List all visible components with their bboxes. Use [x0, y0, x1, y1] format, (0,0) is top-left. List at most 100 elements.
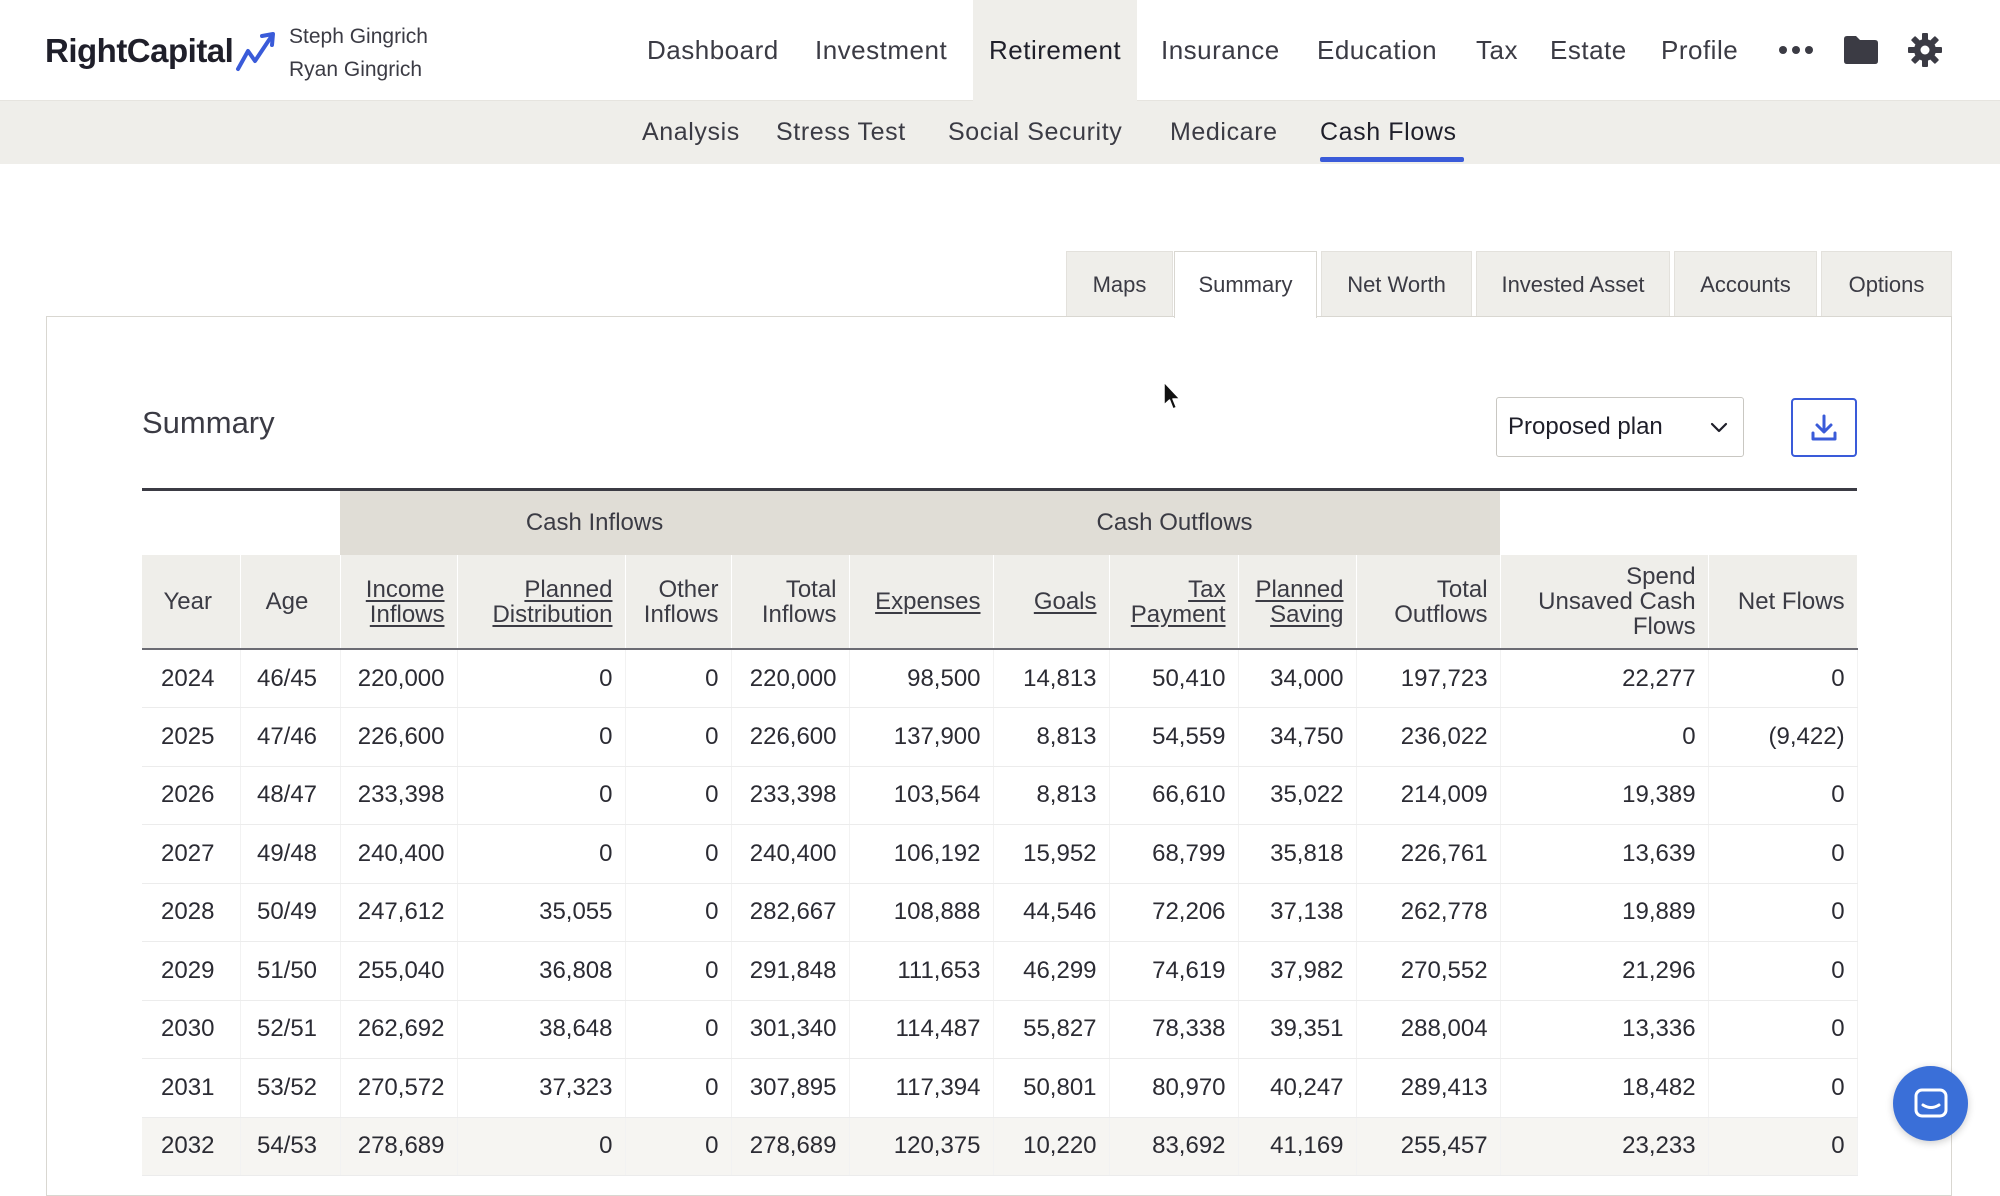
cell-expenses: 114,487	[849, 1000, 994, 1059]
chat-launcher-button[interactable]	[1893, 1066, 1968, 1141]
cell-expenses: 137,900	[849, 707, 994, 767]
tab-summary[interactable]: Summary	[1174, 251, 1317, 318]
nav-retirement[interactable]: Retirement	[973, 0, 1138, 101]
cell-total-outflows: 255,457	[1356, 1117, 1501, 1176]
nav-profile[interactable]: Profile	[1661, 35, 1739, 65]
cell-tax-payment: 68,799	[1109, 824, 1239, 884]
table-body: 2024 46/45 220,000 0 0 220,000 98,500 14,813 50,…	[142, 649, 1858, 1176]
cell-goals: 14,813	[993, 649, 1110, 708]
download-button[interactable]	[1791, 398, 1857, 457]
plan-select[interactable]: Proposed plan	[1496, 397, 1744, 457]
cell-spend-unsaved: 0	[1500, 707, 1709, 767]
cell-other-inflows: 0	[625, 941, 732, 1001]
cell-planned-saving: 35,022	[1238, 766, 1357, 825]
group-spacer	[142, 491, 340, 555]
col-other-inflows-line2: Inflows	[643, 600, 719, 628]
sub-nav: Analysis Stress Test Social Security Med…	[0, 101, 2000, 164]
tab-invested-asset[interactable]: Invested Asset	[1476, 251, 1670, 317]
cell-net-flows: 0	[1708, 766, 1858, 825]
cell-goals: 46,299	[993, 941, 1110, 1001]
cell-year: 2025	[142, 707, 241, 767]
col-net-flows[interactable]: Net Flows	[1708, 555, 1858, 650]
subnav-stress-test[interactable]: Stress Test	[776, 118, 906, 146]
col-spend-unsaved-line3: Flows	[1632, 613, 1696, 640]
chat-icon	[1914, 1088, 1947, 1117]
cell-other-inflows: 0	[625, 1117, 732, 1176]
col-planned-saving-line1: Planned	[1255, 575, 1344, 603]
table-row: 2026 48/47 233,398 0 0 233,398 103,564 8,813 66,…	[142, 766, 1858, 825]
col-goals-label: Goals	[1033, 588, 1097, 615]
tab-accounts[interactable]: Accounts	[1674, 251, 1817, 317]
group-cash-outflows: Cash Outflows	[849, 491, 1501, 555]
col-goals[interactable]: Goals	[993, 555, 1110, 650]
cell-year: 2029	[142, 941, 241, 1001]
cell-total-inflows: 240,400	[731, 824, 850, 884]
cell-other-inflows: 0	[625, 1000, 732, 1059]
col-income-inflows-line1: Income	[365, 575, 445, 603]
cell-planned-distribution: 37,323	[457, 1058, 626, 1118]
cell-year: 2024	[142, 649, 241, 708]
col-planned-saving-line2: Saving	[1270, 600, 1344, 628]
cell-planned-distribution: 0	[457, 1117, 626, 1176]
cell-year: 2028	[142, 883, 241, 942]
tab-net-worth[interactable]: Net Worth	[1321, 251, 1472, 317]
cell-goals: 55,827	[993, 1000, 1110, 1059]
col-income-inflows[interactable]: Income Inflows	[340, 555, 458, 650]
cell-income-inflows: 233,398	[340, 766, 458, 825]
cell-spend-unsaved: 18,482	[1500, 1058, 1709, 1118]
nav-dashboard[interactable]: Dashboard	[647, 35, 779, 65]
col-expenses[interactable]: Expenses	[849, 555, 994, 650]
col-planned-saving[interactable]: Planned Saving	[1238, 555, 1357, 650]
cell-planned-saving: 37,982	[1238, 941, 1357, 1001]
subnav-analysis[interactable]: Analysis	[642, 118, 740, 146]
nav-tax[interactable]: Tax	[1476, 35, 1518, 65]
col-total-inflows[interactable]: Total Inflows	[731, 555, 850, 650]
table-row: 2032 54/53 278,689 0 0 278,689 120,375 10,220 83…	[142, 1117, 1858, 1176]
column-header-row: Year Age Income Inflows Planned Distributi…	[142, 555, 1858, 650]
cell-spend-unsaved: 19,889	[1500, 883, 1709, 942]
col-year[interactable]: Year	[142, 555, 241, 650]
subnav-cash-flows[interactable]: Cash Flows	[1320, 118, 1457, 146]
col-other-inflows[interactable]: Other Inflows	[625, 555, 732, 650]
gear-icon[interactable]	[1904, 29, 1946, 71]
cell-planned-saving: 35,818	[1238, 824, 1357, 884]
col-total-outflows-line2: Outflows	[1394, 600, 1488, 628]
col-total-outflows-line1: Total	[1436, 575, 1488, 603]
subnav-medicare[interactable]: Medicare	[1170, 118, 1278, 146]
cell-age: 52/51	[240, 1000, 341, 1059]
cell-net-flows: 0	[1708, 1000, 1858, 1059]
cell-total-inflows: 226,600	[731, 707, 850, 767]
col-income-inflows-line2: Inflows	[369, 600, 445, 628]
col-planned-distribution[interactable]: Planned Distribution	[457, 555, 626, 650]
cell-year: 2032	[142, 1117, 241, 1176]
col-total-outflows[interactable]: Total Outflows	[1356, 555, 1501, 650]
cell-other-inflows: 0	[625, 1058, 732, 1118]
nav-insurance[interactable]: Insurance	[1161, 35, 1280, 65]
tab-maps[interactable]: Maps	[1066, 251, 1173, 317]
nav-education[interactable]: Education	[1317, 35, 1438, 65]
col-spend-unsaved[interactable]: Spend Unsaved Cash Flows	[1500, 555, 1709, 650]
cell-tax-payment: 50,410	[1109, 649, 1239, 708]
cell-tax-payment: 54,559	[1109, 707, 1239, 767]
cell-net-flows: 0	[1708, 1058, 1858, 1118]
cell-total-inflows: 282,667	[731, 883, 850, 942]
col-tax-payment-line2: Payment	[1130, 600, 1226, 628]
more-icon[interactable]	[1775, 29, 1817, 71]
client-names[interactable]: Steph Gingrich Ryan Gingrich	[289, 20, 428, 86]
subnav-social-security[interactable]: Social Security	[948, 118, 1123, 146]
cell-total-inflows: 307,895	[731, 1058, 850, 1118]
col-age[interactable]: Age	[240, 555, 341, 650]
col-net-flows-label: Net Flows	[1737, 588, 1845, 615]
nav-estate[interactable]: Estate	[1550, 35, 1627, 65]
cell-age: 49/48	[240, 824, 341, 884]
group-cash-inflows: Cash Inflows	[340, 491, 850, 555]
cell-total-outflows: 214,009	[1356, 766, 1501, 825]
nav-investment[interactable]: Investment	[815, 35, 948, 65]
tab-options[interactable]: Options	[1821, 251, 1952, 317]
col-tax-payment[interactable]: Tax Payment	[1109, 555, 1239, 650]
cell-other-inflows: 0	[625, 883, 732, 942]
folder-icon[interactable]	[1840, 29, 1882, 71]
cell-year: 2026	[142, 766, 241, 825]
col-total-inflows-line1: Total	[785, 575, 837, 603]
rightcapital-logo[interactable]: RightCapital	[45, 26, 279, 76]
